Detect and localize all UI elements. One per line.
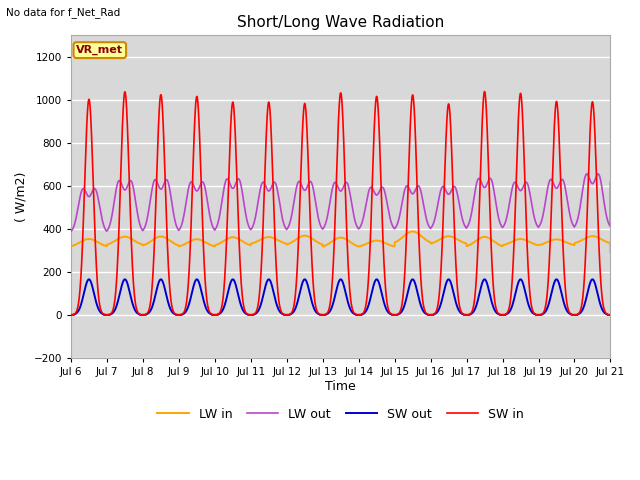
Text: VR_met: VR_met <box>76 45 124 55</box>
SW out <box>394 312 401 318</box>
SW out <box>182 308 190 313</box>
Title: Short/Long Wave Radiation: Short/Long Wave Radiation <box>237 15 444 30</box>
SW in <box>182 300 190 305</box>
LW in <box>67 243 75 249</box>
SW in <box>394 312 401 318</box>
LW in <box>182 240 190 246</box>
LW out <box>394 222 401 228</box>
LW in <box>218 240 225 245</box>
Line: LW out: LW out <box>71 174 611 231</box>
LW out <box>583 171 591 177</box>
LW in <box>607 250 614 255</box>
LW out <box>606 223 614 229</box>
SW out <box>67 312 75 318</box>
SW out <box>589 276 596 282</box>
LW in <box>606 240 614 246</box>
LW out <box>607 179 614 185</box>
LW out <box>182 197 190 203</box>
LW out <box>403 183 410 189</box>
LW in <box>409 228 417 234</box>
Line: SW in: SW in <box>71 92 611 315</box>
SW in <box>67 312 75 318</box>
LW out <box>556 181 563 187</box>
SW in <box>607 312 614 318</box>
SW in <box>606 312 614 318</box>
Y-axis label: ( W/m2): ( W/m2) <box>15 171 28 222</box>
SW out <box>218 309 225 315</box>
SW in <box>218 305 225 311</box>
LW out <box>67 228 75 234</box>
SW in <box>403 229 410 235</box>
Legend: LW in, LW out, SW out, SW in: LW in, LW out, SW out, SW in <box>152 403 529 426</box>
Line: SW out: SW out <box>71 279 611 315</box>
SW out <box>607 312 614 318</box>
Line: LW in: LW in <box>71 231 611 252</box>
SW out <box>556 281 563 287</box>
LW out <box>218 201 225 206</box>
LW in <box>394 239 401 244</box>
SW out <box>606 312 614 318</box>
X-axis label: Time: Time <box>325 380 356 393</box>
LW in <box>403 231 410 237</box>
SW out <box>403 295 410 300</box>
Text: No data for f_Net_Rad: No data for f_Net_Rad <box>6 7 121 18</box>
SW in <box>481 89 488 95</box>
SW in <box>556 140 563 145</box>
LW in <box>556 237 563 242</box>
